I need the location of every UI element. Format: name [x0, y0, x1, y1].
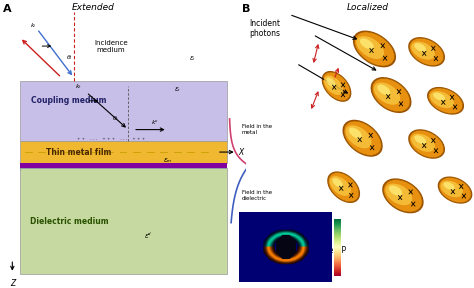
Ellipse shape — [323, 72, 350, 101]
Ellipse shape — [389, 185, 402, 196]
Ellipse shape — [433, 93, 445, 101]
Ellipse shape — [427, 87, 464, 115]
Text: Incidence
medium: Incidence medium — [94, 39, 128, 53]
Ellipse shape — [327, 171, 360, 203]
Ellipse shape — [411, 134, 435, 152]
Ellipse shape — [360, 38, 374, 49]
Text: Field in the
dielectric: Field in the dielectric — [242, 190, 272, 201]
Ellipse shape — [332, 178, 343, 187]
Text: Extended: Extended — [72, 3, 115, 12]
Bar — [20, 168, 227, 274]
Ellipse shape — [408, 129, 445, 159]
Bar — [20, 141, 227, 163]
Ellipse shape — [411, 41, 435, 60]
Text: Localized: Localized — [346, 3, 388, 12]
Ellipse shape — [322, 71, 351, 102]
Text: kˣ: kˣ — [152, 120, 158, 125]
Ellipse shape — [356, 36, 384, 59]
Ellipse shape — [383, 180, 422, 212]
Ellipse shape — [343, 120, 383, 157]
Text: kᵢ: kᵢ — [31, 23, 36, 29]
Text: Field around the NP: Field around the NP — [271, 246, 346, 255]
Ellipse shape — [444, 182, 455, 190]
Bar — [20, 81, 227, 141]
Ellipse shape — [438, 177, 473, 204]
Text: εᵢ: εᵢ — [190, 55, 195, 60]
Ellipse shape — [349, 128, 362, 139]
Ellipse shape — [355, 32, 394, 66]
Ellipse shape — [414, 135, 426, 144]
Ellipse shape — [344, 121, 381, 156]
Ellipse shape — [385, 184, 412, 205]
Ellipse shape — [408, 37, 445, 67]
Text: kᵣ: kᵣ — [76, 84, 82, 89]
Text: X: X — [238, 147, 243, 157]
Text: A: A — [2, 4, 11, 14]
Ellipse shape — [372, 78, 410, 112]
Text: Incident
photons: Incident photons — [249, 19, 280, 39]
Ellipse shape — [414, 43, 426, 52]
Text: θᵢ: θᵢ — [66, 55, 72, 60]
Ellipse shape — [324, 75, 343, 95]
Ellipse shape — [410, 38, 444, 65]
Text: Thin metal film: Thin metal film — [46, 147, 111, 157]
Ellipse shape — [353, 31, 396, 67]
Text: + +    - - -    + + +    - - -    + + +: + + - - - + + + - - - + + + — [77, 137, 145, 141]
Bar — [20, 163, 227, 168]
Ellipse shape — [428, 88, 463, 114]
Text: εᵣ: εᵣ — [174, 86, 180, 92]
Text: εᵈ: εᵈ — [145, 233, 151, 239]
Ellipse shape — [328, 173, 359, 202]
Text: εₘ: εₘ — [164, 157, 172, 163]
Ellipse shape — [330, 176, 351, 196]
Ellipse shape — [371, 77, 411, 113]
Ellipse shape — [326, 77, 336, 87]
Text: B: B — [242, 4, 250, 14]
Text: θᵣ: θᵣ — [113, 115, 118, 121]
Bar — [20, 168, 227, 171]
Text: Dielectric medium: Dielectric medium — [30, 217, 109, 226]
Ellipse shape — [430, 91, 454, 108]
Ellipse shape — [377, 84, 391, 95]
Text: Coupling medium: Coupling medium — [31, 96, 107, 105]
Ellipse shape — [439, 177, 471, 203]
Ellipse shape — [440, 181, 463, 197]
Ellipse shape — [374, 82, 400, 105]
Ellipse shape — [346, 125, 372, 148]
Ellipse shape — [410, 130, 444, 158]
Text: Field in the
metal: Field in the metal — [242, 124, 272, 135]
Ellipse shape — [382, 178, 424, 213]
Text: Z: Z — [9, 279, 15, 288]
